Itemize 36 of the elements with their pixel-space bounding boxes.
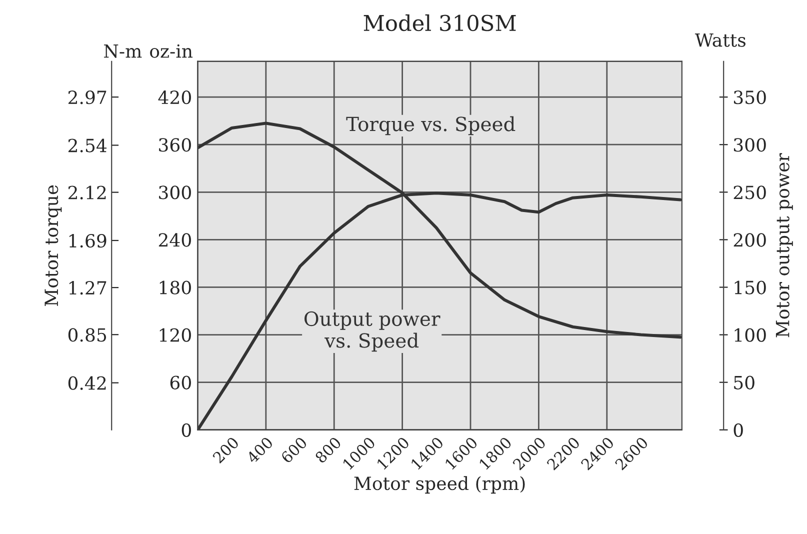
text: N-m <box>104 44 142 58</box>
y-tick-label: 60 <box>170 376 191 390</box>
y2-tick-label: 250 <box>734 186 766 200</box>
x-tick-label: 200 <box>212 436 240 464</box>
y3-tick-label: 2.97 <box>68 90 106 104</box>
y2-tick-label: 200 <box>734 233 766 247</box>
y3-tick-label: 1.69 <box>69 234 106 248</box>
y-tick-label: 0 <box>182 423 191 437</box>
x-tick-label: 600 <box>280 436 308 464</box>
y3-tick-label: 1.27 <box>69 281 106 295</box>
series-label: Output power vs. Speed <box>304 311 440 352</box>
y-tick-label: 180 <box>160 280 191 294</box>
y-tick-label: 240 <box>158 233 191 247</box>
chart-title: Model 310SM <box>364 14 516 32</box>
y2-tick-label: 50 <box>734 376 754 390</box>
y-tick-label: 360 <box>159 138 191 152</box>
y3-tick-label: 2.54 <box>68 138 107 152</box>
x-axis-title: Motor speed (rpm) <box>354 476 525 494</box>
y-axis-title: Motor torque <box>44 185 62 306</box>
text: Watts <box>694 33 746 47</box>
series-label: Torque vs. Speed <box>346 116 516 136</box>
y3-tick-label: 0.85 <box>68 328 106 342</box>
y2-axis-title: Motor output power <box>776 153 793 338</box>
y2-tick-label: 300 <box>734 138 766 152</box>
y2-tick-label: 350 <box>734 90 766 104</box>
y3-tick-label: 2.12 <box>68 186 106 200</box>
y-tick-label: 420 <box>158 90 191 104</box>
text: oz-in <box>150 44 193 58</box>
y-tick-label: 300 <box>159 186 191 200</box>
y2-tick-label: 100 <box>734 328 766 342</box>
y-tick-label: 120 <box>160 328 191 342</box>
y3-tick-label: 0.42 <box>68 376 106 390</box>
x-tick-label: 800 <box>314 436 342 464</box>
x-tick-label: 400 <box>246 436 274 464</box>
y2-tick-label: 0 <box>734 423 743 437</box>
y2-tick-label: 150 <box>734 280 766 294</box>
